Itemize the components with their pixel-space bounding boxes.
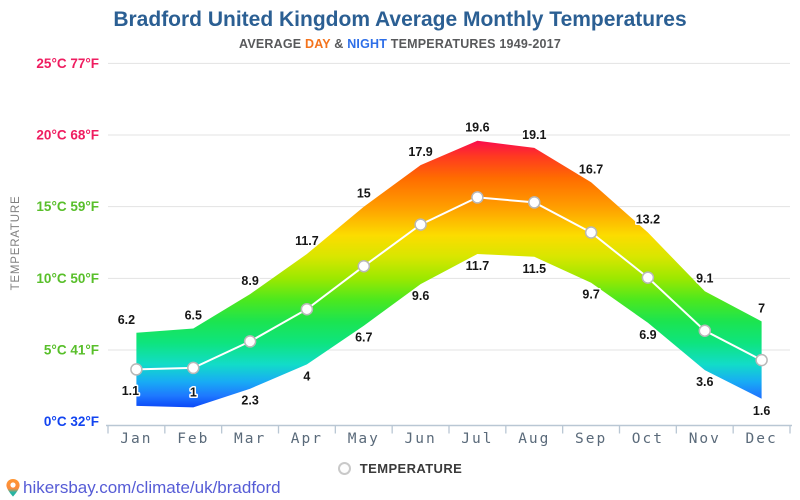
- subtitle-night-word: NIGHT: [347, 37, 388, 51]
- location-pin-icon: [6, 479, 20, 497]
- night-value-label: 1.1: [122, 384, 139, 398]
- day-value-label: 16.7: [579, 162, 603, 176]
- day-value-label: 9.1: [696, 271, 713, 285]
- average-temperature-marker: [130, 363, 143, 376]
- night-value-label: 4: [303, 369, 310, 383]
- average-temperature-marker: [698, 324, 712, 337]
- night-value-label: 6.7: [355, 331, 372, 345]
- temperature-band: [136, 140, 762, 408]
- x-axis-label: Apr: [291, 431, 323, 447]
- average-temperature-marker: [414, 218, 427, 231]
- day-value-label: 17.9: [408, 145, 432, 159]
- average-temperature-marker: [357, 259, 371, 273]
- day-value-label: 15: [357, 187, 371, 201]
- night-value-label: 6.9: [639, 328, 656, 342]
- night-value-label: 3.6: [696, 375, 713, 389]
- night-value-label: 9.7: [582, 288, 599, 302]
- average-temperature-marker: [471, 191, 484, 204]
- average-temperature-marker: [755, 353, 768, 367]
- day-value-label: 6.5: [185, 309, 202, 323]
- day-value-label: 6.2: [118, 313, 135, 327]
- x-axis-label: Jun: [404, 431, 436, 447]
- legend-label: TEMPERATURE: [359, 461, 463, 476]
- x-axis-label: Dec: [745, 431, 777, 447]
- x-axis-label: Nov: [689, 431, 721, 447]
- temperature-chart: 0°C 32°F 5°C 41°F 10°C 50°F 15°C 59°F 20°C 6…: [10, 56, 792, 447]
- footer-link[interactable]: hikersbay.com/climate/uk/bradford: [23, 478, 281, 497]
- day-value-label: 7: [758, 301, 765, 315]
- day-value-label: 11.7: [295, 234, 319, 248]
- y-axis-label: 15°C 59°F: [36, 199, 99, 214]
- night-value-label: 9.6: [412, 289, 429, 303]
- x-axis-label: Jan: [120, 431, 152, 447]
- average-temperature-marker: [528, 196, 541, 209]
- average-temperature-line: [136, 196, 763, 371]
- average-temperature-marker: [187, 361, 200, 375]
- subtitle-day-word: DAY: [305, 37, 331, 51]
- night-value-label: 2.3: [241, 394, 258, 408]
- legend[interactable]: TEMPERATURE: [0, 461, 800, 476]
- x-axis-label: Oct: [632, 431, 664, 447]
- footer: hikersbay.com/climate/uk/bradford: [5, 478, 281, 498]
- y-axis-label: 20°C 68°F: [36, 128, 99, 143]
- x-axis-label: May: [348, 431, 380, 447]
- day-value-label: 13.2: [636, 213, 660, 227]
- chart-title: Bradford United Kingdom Average Monthly …: [113, 8, 687, 31]
- chart-subtitle: AVERAGE DAY & NIGHT TEMPERATURES 1949-20…: [0, 37, 800, 51]
- x-axis-label: Feb: [177, 431, 209, 447]
- subtitle-separator: &: [330, 37, 348, 51]
- y-axis-label: 10°C 50°F: [36, 271, 99, 286]
- night-value-label: 11.5: [522, 262, 546, 276]
- day-value-label: 19.1: [522, 128, 546, 142]
- day-value-label: 19.6: [465, 121, 489, 135]
- x-axis-label: Sep: [575, 431, 607, 447]
- y-axis-title: TEMPERATURE: [10, 196, 22, 291]
- y-axis-label: 0°C 32°F: [44, 414, 99, 429]
- x-axis-label: Mar: [234, 431, 266, 447]
- y-axis-label: 5°C 41°F: [44, 343, 99, 358]
- average-temperature-marker: [641, 271, 655, 284]
- night-value-label: 1: [190, 385, 197, 399]
- average-temperature-marker: [300, 302, 314, 316]
- night-value-label: 11.7: [466, 259, 490, 273]
- x-axis-label: Jul: [461, 431, 493, 447]
- average-temperature-marker: [584, 226, 598, 239]
- subtitle-suffix: TEMPERATURES 1949-2017: [387, 37, 561, 51]
- average-temperature-marker: [243, 335, 257, 348]
- day-value-label: 8.9: [241, 274, 258, 288]
- y-axis-label: 25°C 77°F: [36, 56, 99, 71]
- legend-circle-icon: [337, 462, 351, 475]
- x-axis-label: Aug: [518, 431, 550, 447]
- subtitle-prefix: AVERAGE: [239, 37, 305, 51]
- night-value-label: 1.6: [753, 404, 770, 418]
